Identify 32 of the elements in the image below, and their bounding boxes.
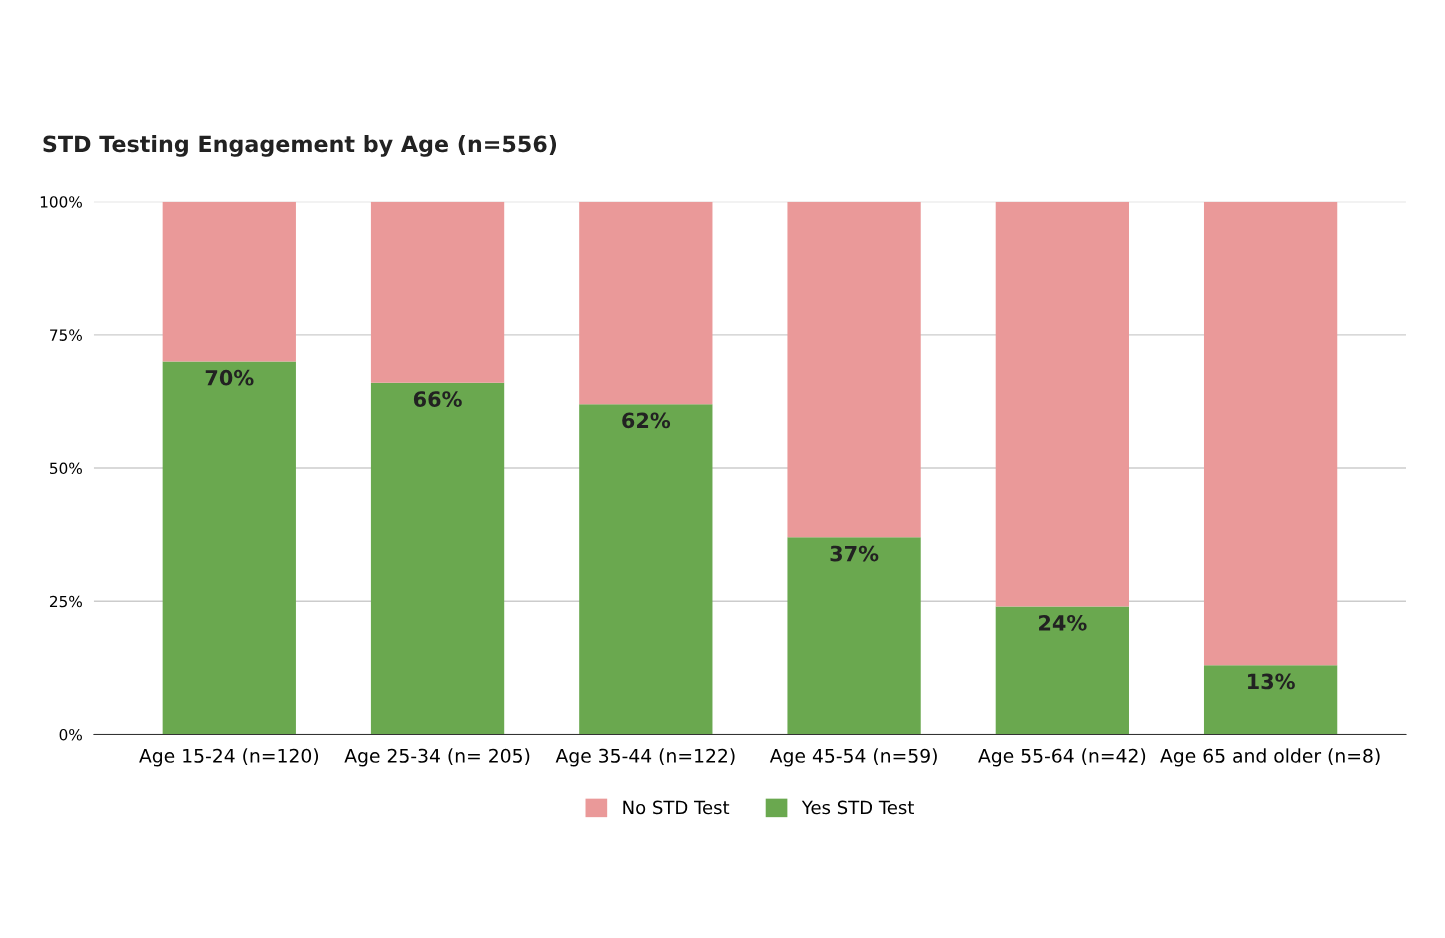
- legend-label: Yes STD Test: [801, 800, 914, 815]
- bar: [579, 404, 713, 735]
- bar: [370, 201, 505, 383]
- x-tick-label: Age 55-64 (n=42): [978, 748, 1146, 767]
- bar: [995, 201, 1129, 607]
- x-tick-label: Age 65 and older (n=8): [1160, 748, 1380, 767]
- data-label: 24%: [1039, 614, 1087, 631]
- bar: [162, 361, 296, 735]
- bar: [787, 201, 921, 538]
- bar: [995, 606, 1129, 735]
- x-tick-label: Age 45-54 (n=59): [769, 748, 937, 767]
- x-tick-label: Age 15-24 (n=120): [139, 748, 319, 767]
- bar: [1203, 665, 1338, 735]
- data-label: 62%: [622, 412, 671, 429]
- data-label: 37%: [830, 545, 879, 562]
- bar: [370, 382, 505, 735]
- y-tick-label: 25%: [49, 595, 82, 608]
- chart-title: STD Testing Engagement by Age (n=556): [43, 135, 557, 157]
- y-tick-label: 100%: [40, 196, 82, 208]
- bar: [162, 201, 296, 362]
- data-label: 66%: [413, 391, 462, 407]
- data-label: 70%: [205, 369, 254, 386]
- data-label: 13%: [1248, 673, 1295, 690]
- legend-label: No STD Test: [623, 800, 730, 815]
- y-tick-label: 50%: [50, 462, 82, 475]
- y-tick-label: 75%: [50, 329, 82, 341]
- bar: [579, 201, 713, 405]
- bar: [787, 537, 921, 735]
- bar: [1203, 201, 1338, 666]
- x-tick-label: Age 25-34 (n= 205): [344, 748, 530, 767]
- x-tick-label: Age 35-44 (n=122): [555, 748, 735, 767]
- y-tick-label: 0%: [59, 728, 82, 741]
